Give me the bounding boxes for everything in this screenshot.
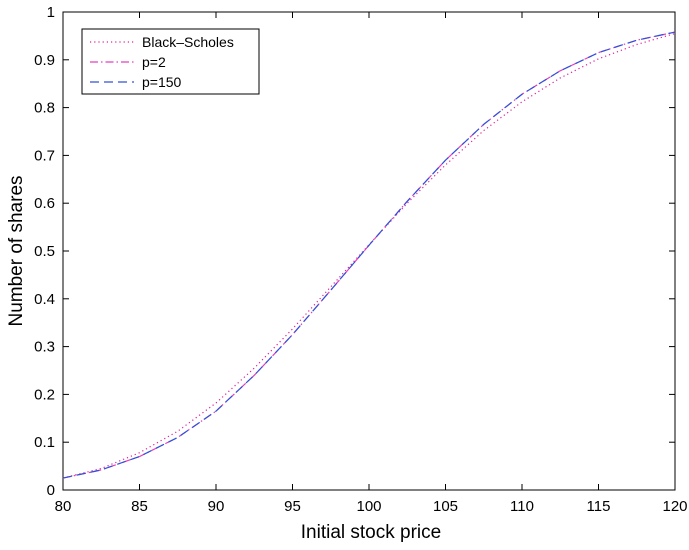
x-axis-label: Initial stock price (301, 522, 441, 543)
legend: Black–Scholes p=2 p=150 (81, 28, 260, 95)
x-tick-label: 85 (131, 498, 148, 515)
y-tick-label: 0.6 (34, 195, 55, 212)
y-tick-label: 0.8 (34, 100, 55, 117)
legend-label: p=2 (142, 54, 166, 70)
y-tick-label: 0.5 (34, 243, 55, 260)
axis-ticks: 80 85 90 95 100 105 110 115 120 0 0.1 0.2 0.3 0.4 0.5 0… (34, 4, 687, 515)
y-tick-label: 0.4 (34, 291, 55, 308)
x-tick-label: 120 (662, 498, 687, 515)
series-line-p-150 (62, 31, 676, 479)
y-tick-label: 0.9 (34, 52, 55, 69)
y-tick-label: 0 (47, 482, 55, 499)
series-lines (62, 31, 676, 479)
x-tick-label: 90 (208, 498, 225, 515)
legend-label: Black–Scholes (142, 34, 234, 50)
x-tick-label: 115 (587, 498, 611, 515)
x-tick-label: 80 (55, 498, 72, 515)
series-line-black-scholes (62, 32, 676, 479)
y-tick-label: 1 (47, 4, 55, 21)
x-tick-label: 100 (356, 498, 381, 515)
legend-label: p=150 (142, 74, 182, 90)
y-tick-label: 0.3 (34, 339, 55, 356)
y-tick-label: 0.7 (34, 147, 55, 164)
x-tick-label: 110 (510, 498, 534, 515)
y-tick-label: 0.1 (34, 434, 55, 451)
y-axis-label: Number of shares (6, 175, 27, 326)
x-tick-label: 95 (284, 498, 301, 515)
x-tick-label: 105 (433, 498, 458, 515)
y-tick-label: 0.2 (34, 386, 55, 403)
